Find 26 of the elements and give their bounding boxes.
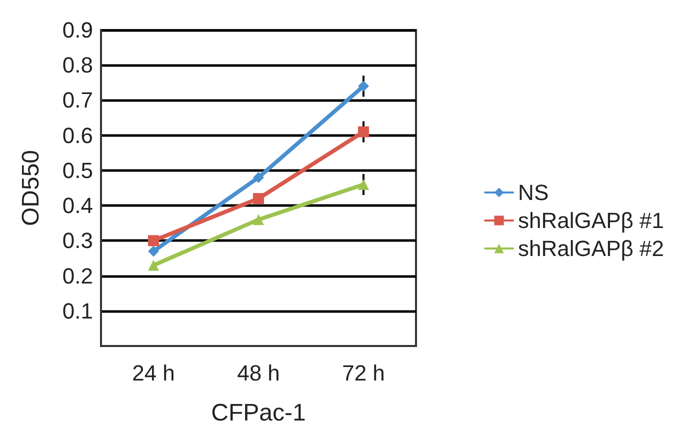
x-tick-label: 24 h [132,360,175,386]
x-tick-label: 48 h [237,360,280,386]
point [148,246,159,257]
y-tick-label: 0.1 [62,298,93,324]
y-tick-label: 0.7 [62,88,93,113]
point [358,178,369,190]
point [358,80,369,92]
point [253,193,264,204]
point [253,214,264,226]
y-tick-label: 0.9 [62,18,93,42]
y-tick-label: 0.2 [62,263,93,288]
point [253,172,264,183]
x-tick-label: 72 h [342,360,385,386]
legend-label: shRalGAPβ #1 [518,208,664,233]
y-tick-label: 0.3 [62,228,93,254]
y-tick-label: 0.8 [62,52,93,78]
point [148,260,159,271]
y-tick-label: 0.4 [62,193,93,218]
y-tick-label: 0.6 [62,122,93,148]
legend-label: shRalGAPβ #2 [518,236,664,261]
y-tick-label: 0.5 [62,158,93,183]
x-axis-title: CFPac-1 [211,400,306,426]
y-axis-title: OD550 [18,150,44,226]
point [358,126,369,138]
legend-label: NS [518,180,549,205]
point [148,235,159,246]
